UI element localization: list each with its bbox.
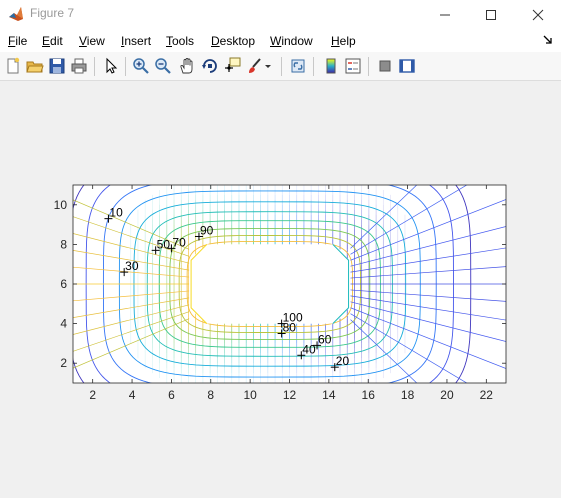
x-tick-label: 2	[89, 388, 96, 402]
toolbar-separator	[313, 57, 314, 76]
contour-label: 100	[283, 311, 303, 325]
contour-label: 60	[318, 332, 332, 346]
contour-lines	[73, 185, 506, 383]
menu-insert[interactable]: Insert	[121, 34, 152, 48]
menu-tools[interactable]: Tools	[166, 34, 195, 48]
contour-label: 10	[109, 206, 123, 220]
title-bar: Figure 7	[0, 0, 561, 29]
open-file-icon[interactable]	[26, 57, 44, 75]
x-tick-label: 8	[207, 388, 214, 402]
x-tick-label: 16	[362, 388, 376, 402]
print-icon[interactable]	[70, 57, 88, 75]
save-icon[interactable]	[48, 57, 66, 75]
x-tick-label: 12	[283, 388, 297, 402]
maximize-icon	[486, 9, 496, 20]
contour-label: 90	[200, 223, 214, 237]
figure-canvas: 2 4 6 8 10 12 14 16 18 20 22 2 4 6 8 10 10 30 50 70 90 100 80…	[0, 81, 561, 498]
menu-file[interactable]: File	[8, 34, 28, 48]
toolbar-separator	[281, 57, 282, 76]
contour-label: 20	[336, 354, 350, 368]
y-tick-label: 4	[60, 317, 67, 331]
menu-help[interactable]: Help	[331, 34, 356, 48]
hide-plot-tools-icon[interactable]	[376, 57, 394, 75]
menu-window[interactable]: Window	[270, 34, 313, 48]
x-tick-label: 20	[440, 388, 454, 402]
toolbar-separator	[368, 57, 369, 76]
contour-label: 50	[157, 237, 171, 251]
y-tick-label: 10	[54, 198, 68, 212]
brush-icon[interactable]	[246, 57, 264, 75]
brush-dropdown-icon[interactable]	[263, 57, 273, 75]
close-button[interactable]	[515, 0, 561, 29]
menu-bar: File Edit View Insert Tools Desktop Wind…	[0, 29, 561, 52]
menu-desktop[interactable]: Desktop	[211, 34, 256, 48]
x-tick-label: 6	[168, 388, 175, 402]
x-tick-label: 18	[401, 388, 415, 402]
dock-arrow-icon[interactable]	[543, 35, 553, 45]
window-title: Figure 7	[30, 6, 75, 20]
rotate-3d-icon[interactable]	[201, 57, 219, 75]
menu-edit[interactable]: Edit	[42, 34, 63, 48]
new-figure-icon[interactable]	[4, 57, 22, 75]
maximize-button[interactable]	[468, 0, 514, 29]
zoom-out-icon[interactable]	[154, 57, 172, 75]
y-tick-label: 2	[60, 356, 67, 370]
contour-label: 70	[172, 235, 186, 249]
x-tick-label: 14	[322, 388, 336, 402]
figure-toolbar	[0, 52, 561, 81]
contour-label: 30	[125, 259, 139, 273]
x-tick-label: 22	[480, 388, 494, 402]
minimize-button[interactable]	[422, 0, 468, 29]
close-icon	[532, 9, 544, 20]
y-tick-label: 8	[60, 237, 67, 251]
toolbar-separator	[125, 57, 126, 76]
toolbar-separator	[94, 57, 95, 76]
insert-legend-icon[interactable]	[344, 57, 362, 75]
zoom-in-icon[interactable]	[132, 57, 150, 75]
edit-plot-arrow-icon[interactable]	[102, 57, 120, 75]
data-cursor-icon[interactable]	[224, 57, 242, 75]
insert-colorbar-icon[interactable]	[322, 57, 340, 75]
contour-label: 80	[283, 321, 297, 335]
show-plot-tools-icon[interactable]	[398, 57, 416, 75]
y-tick-label: 6	[60, 277, 67, 291]
x-tick-label: 4	[129, 388, 136, 402]
contour-label: 40	[302, 342, 316, 356]
minimize-icon	[440, 14, 450, 15]
menu-view[interactable]: View	[79, 34, 105, 48]
x-tick-label: 10	[243, 388, 257, 402]
matlab-logo-icon	[8, 6, 24, 22]
link-plot-icon[interactable]	[289, 57, 307, 75]
pan-hand-icon[interactable]	[178, 57, 196, 75]
